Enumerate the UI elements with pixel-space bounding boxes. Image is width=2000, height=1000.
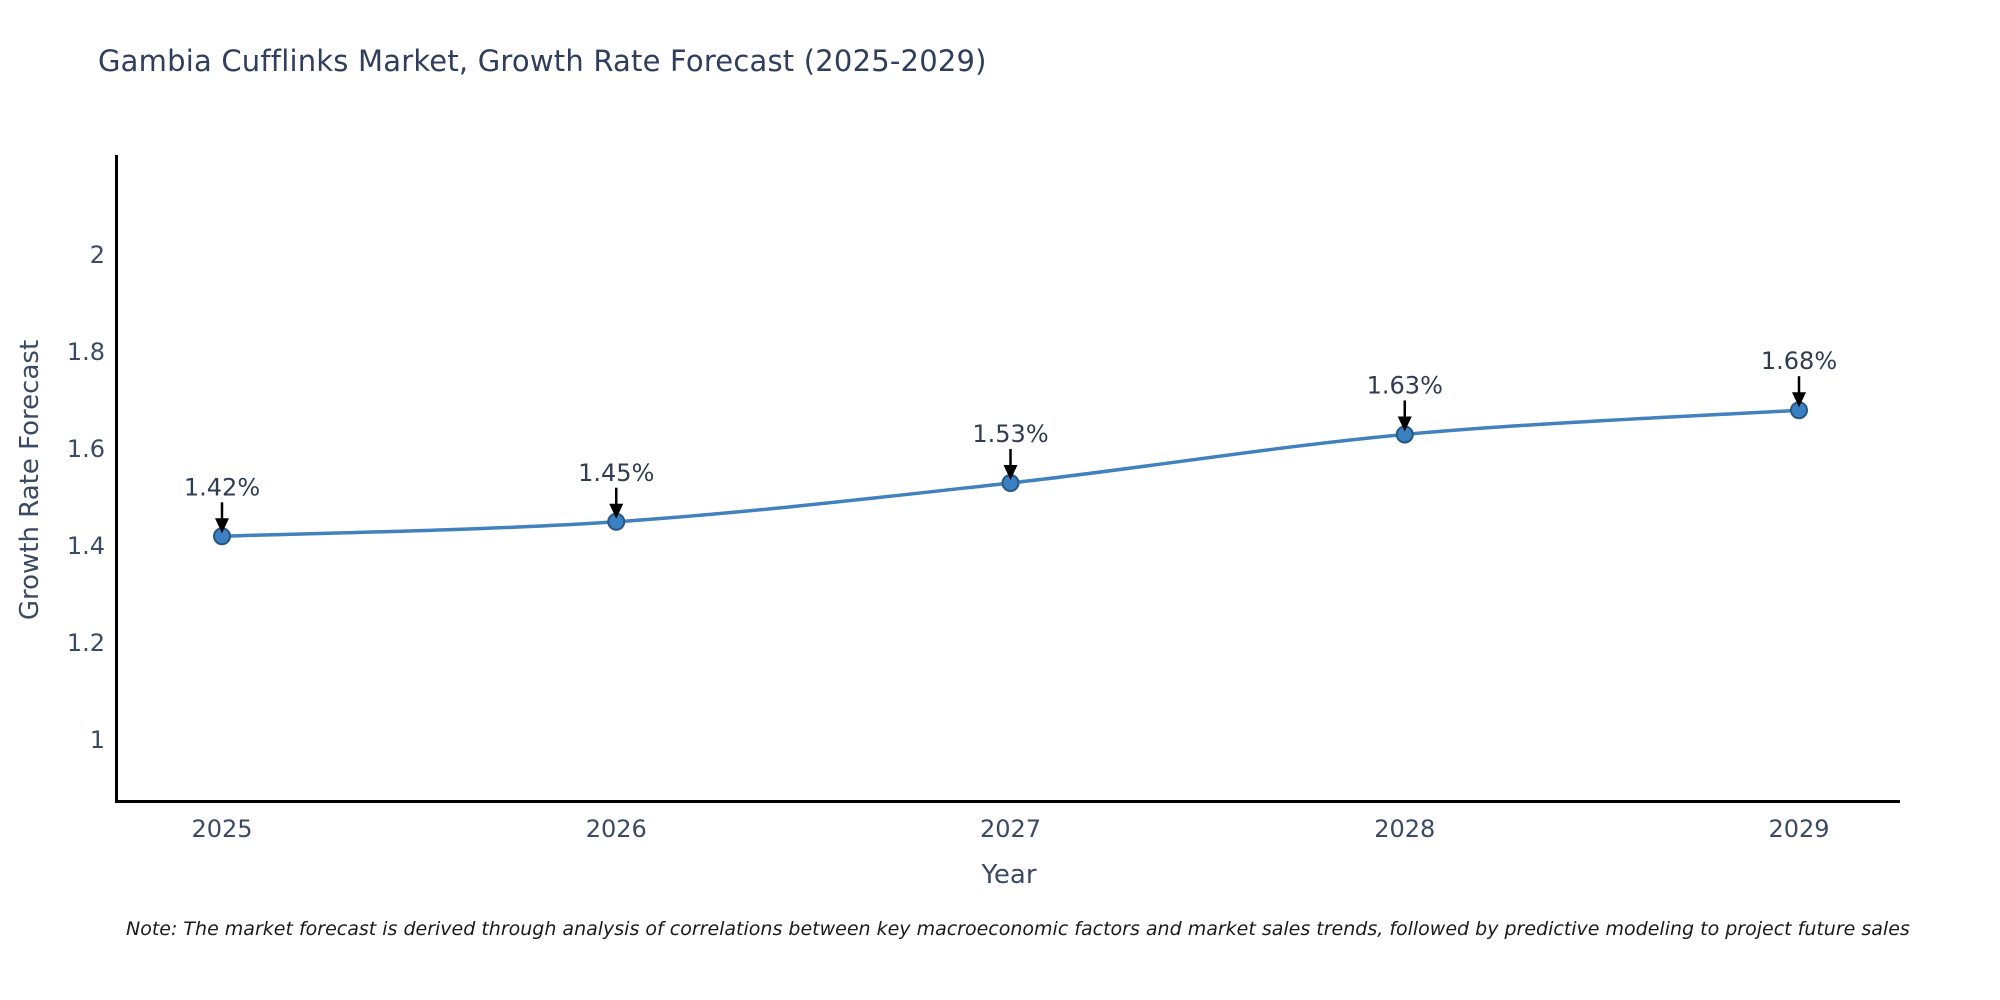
x-tick-label: 2028 bbox=[1374, 815, 1435, 843]
x-axis-spine bbox=[115, 800, 1900, 803]
y-axis-spine bbox=[115, 155, 118, 803]
y-tick-label: 1.2 bbox=[67, 629, 105, 657]
annotation-arrow-head bbox=[609, 503, 624, 519]
x-tick-label: 2027 bbox=[980, 815, 1041, 843]
y-tick-label: 1.4 bbox=[67, 532, 105, 560]
point-annotation-label: 1.45% bbox=[578, 459, 654, 487]
x-tick-label: 2025 bbox=[191, 815, 252, 843]
y-tick-label: 1.8 bbox=[67, 338, 105, 366]
y-tick-label: 1 bbox=[90, 726, 105, 754]
point-annotation-label: 1.53% bbox=[972, 420, 1048, 448]
x-axis-title: Year bbox=[981, 860, 1037, 890]
y-tick-label: 1.6 bbox=[67, 435, 105, 463]
annotation-arrow-head bbox=[1792, 392, 1806, 408]
y-tick-label: 2 bbox=[90, 241, 105, 269]
point-annotation-label: 1.63% bbox=[1367, 371, 1443, 399]
footnote: Note: The market forecast is derived thr… bbox=[126, 918, 1910, 940]
chart-title: Gambia Cufflinks Market, Growth Rate For… bbox=[98, 44, 987, 78]
point-annotation-label: 1.68% bbox=[1761, 347, 1837, 375]
x-tick-label: 2029 bbox=[1768, 815, 1829, 843]
annotation-arrow-head bbox=[1003, 464, 1018, 480]
x-tick-label: 2026 bbox=[586, 815, 647, 843]
annotation-arrow-head bbox=[1397, 416, 1412, 432]
annotation-arrow-head bbox=[215, 518, 229, 534]
point-annotation-label: 1.42% bbox=[184, 473, 260, 501]
